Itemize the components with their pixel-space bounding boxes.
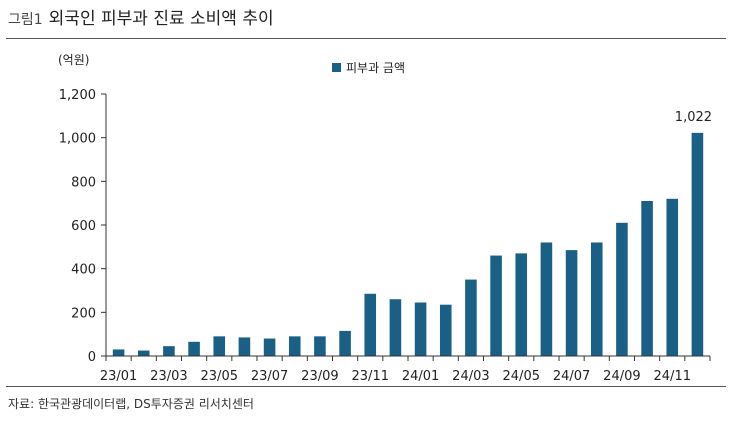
bar: [188, 341, 200, 356]
y-tick-label: 400: [71, 263, 96, 278]
bar: [540, 242, 553, 356]
y-tick-label: 800: [71, 175, 96, 190]
x-tick-label: 24/07: [553, 369, 590, 384]
bar: [565, 250, 578, 356]
bar: [490, 255, 502, 356]
bar: [666, 198, 679, 356]
bar: [238, 337, 251, 356]
bar: [691, 132, 704, 356]
bar: [163, 346, 175, 356]
bar: [314, 336, 326, 356]
data-labels: 1,022: [675, 110, 712, 125]
x-tick-label: 24/01: [402, 369, 439, 384]
bar: [389, 299, 402, 356]
bar: [414, 302, 427, 356]
bar: [515, 253, 528, 356]
x-tick-label: 23/07: [251, 369, 288, 384]
y-tick-label: 200: [71, 306, 96, 321]
x-tick-label: 24/11: [654, 369, 691, 384]
source-divider: [6, 386, 726, 387]
x-tick-label: 23/09: [301, 369, 338, 384]
y-axis: 0 200 400 600 800 1,000 1,200: [59, 88, 106, 365]
bar: [288, 336, 301, 356]
bar: [137, 350, 150, 356]
x-tick-label: 24/09: [603, 369, 640, 384]
bar: [439, 304, 452, 356]
x-tick-label: 23/05: [201, 369, 238, 384]
bar: [364, 293, 377, 356]
legend-label: 피부과 금액: [346, 61, 405, 75]
bar: [590, 242, 603, 356]
x-tick-label: 23/03: [150, 369, 187, 384]
figure-label: 그림1: [8, 12, 43, 28]
bar-chart: (억원) 피부과 금액 0 200 400 600 800 1,000 1,200 23/0…: [58, 53, 712, 384]
bar: [112, 349, 125, 356]
y-tick-label: 1,000: [59, 132, 96, 147]
figure-title: 외국인 피부과 진료 소비액 추이: [48, 9, 274, 29]
source-note: 자료: 한국관광데이터랩, DS투자증권 리서치센터: [8, 397, 254, 411]
y-unit-label: (억원): [58, 53, 89, 67]
x-tick-label: 24/05: [503, 369, 540, 384]
bar: [616, 222, 628, 356]
title-divider: [6, 38, 726, 39]
bar: [465, 279, 477, 356]
x-tick-label: 23/11: [352, 369, 389, 384]
y-tick-label: 1,200: [59, 88, 96, 103]
bar: [339, 330, 351, 356]
legend: 피부과 금액: [332, 61, 405, 75]
y-tick-label: 600: [71, 219, 96, 234]
x-tick-label: 24/03: [452, 369, 489, 384]
bar: [641, 200, 653, 356]
x-tick-label: 23/01: [100, 369, 137, 384]
x-axis: 23/01 23/03 23/05 23/07 23/09 23/11 24/01 24/03…: [100, 356, 711, 384]
bar-series: [112, 132, 704, 356]
legend-swatch: [332, 63, 341, 72]
bar: [213, 336, 226, 356]
data-label: 1,022: [675, 110, 712, 125]
figure-title-row: 그림1 외국인 피부과 진료 소비액 추이: [8, 4, 274, 34]
y-tick-label: 0: [88, 350, 96, 365]
bar: [263, 338, 276, 356]
